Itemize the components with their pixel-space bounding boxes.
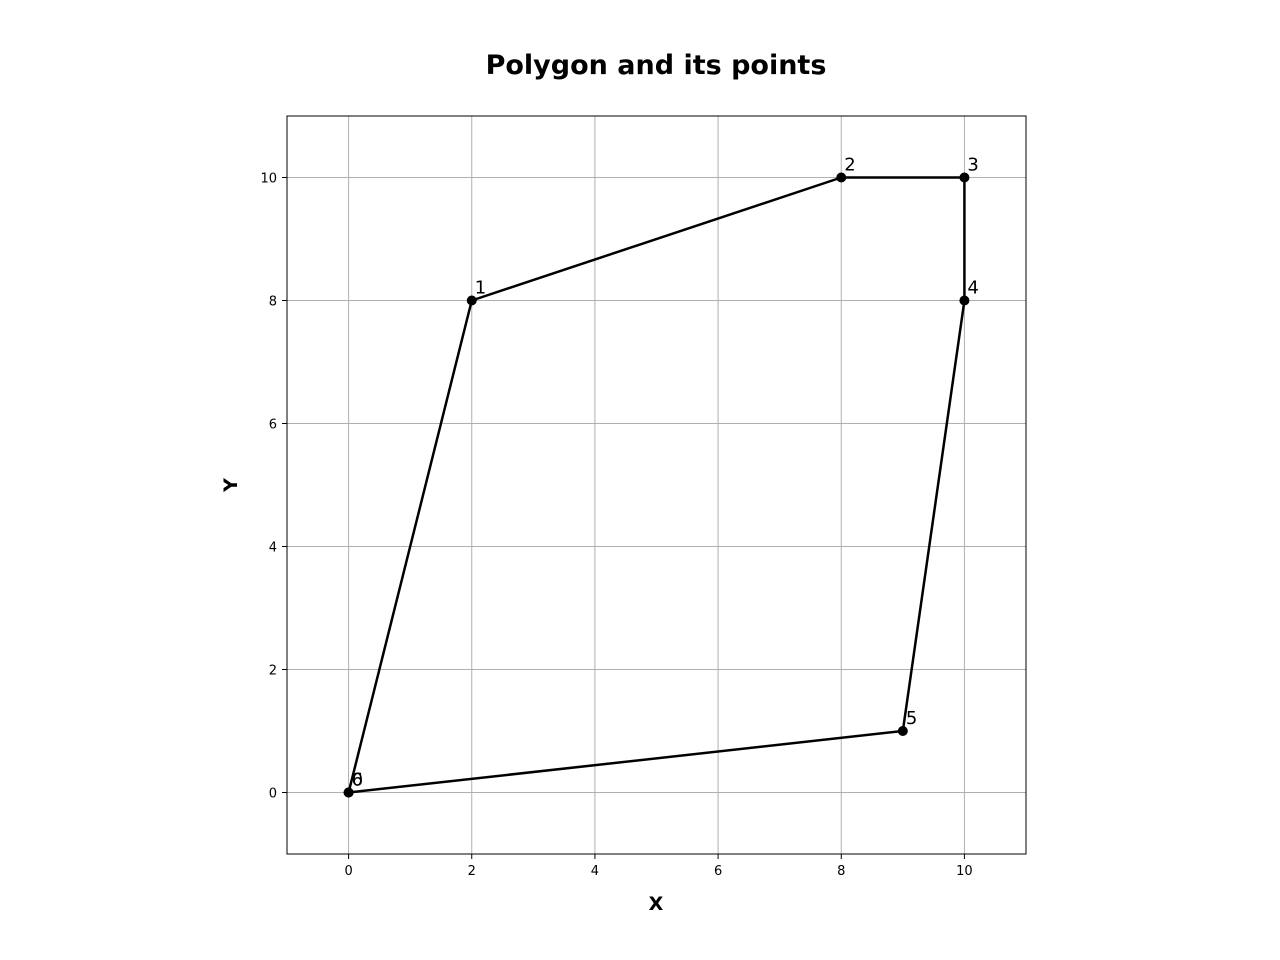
- vertex-label: 1: [475, 278, 486, 299]
- x-axis-label: X: [649, 893, 664, 915]
- vertex-point: [897, 726, 908, 736]
- marker-layer: [343, 172, 970, 798]
- x-tick-label: 6: [714, 864, 722, 879]
- vertex-point: [466, 295, 477, 306]
- y-tick-label: 6: [269, 418, 277, 433]
- vertex-label: 3: [967, 155, 978, 176]
- x-tick-label: 10: [956, 864, 973, 879]
- x-tick-label: 0: [344, 864, 352, 879]
- y-tick-label: 4: [269, 541, 277, 556]
- point-label-layer: 0 1 2 3 4 5 6: [352, 155, 979, 791]
- chart-title: Polygon and its points: [486, 50, 827, 81]
- vertex-label: 6: [352, 770, 363, 791]
- x-tick-label: 8: [837, 864, 845, 879]
- vertex-point: [959, 172, 970, 183]
- x-tick-label: 2: [468, 864, 476, 879]
- vertex-label: 5: [906, 708, 917, 729]
- vertex-point: [343, 787, 354, 798]
- y-tick-label: 2: [269, 664, 277, 679]
- vertex-label: 4: [967, 278, 978, 299]
- y-tick-label: 8: [269, 295, 277, 310]
- y-tick-label: 10: [260, 172, 277, 187]
- vertex-point: [959, 295, 970, 306]
- plot-frame: [286, 115, 1027, 855]
- polygon-layer: [347, 176, 966, 794]
- vertex-point: [836, 172, 847, 183]
- grid: [287, 116, 1026, 854]
- polygon-outline: [347, 176, 966, 794]
- vertex-label: 2: [844, 155, 855, 176]
- x-tick-label: 4: [591, 864, 599, 879]
- vertex-label: 0: [352, 770, 363, 791]
- y-axis-label: Y: [220, 478, 242, 493]
- y-tick-label: 0: [269, 787, 277, 802]
